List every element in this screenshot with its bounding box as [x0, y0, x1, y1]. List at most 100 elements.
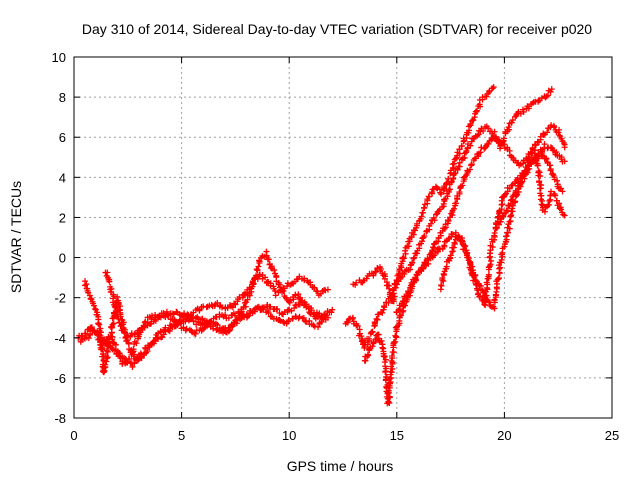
data-point: [466, 166, 473, 173]
data-point: [241, 299, 248, 306]
data-point: [561, 212, 568, 219]
data-point: [379, 344, 386, 351]
data-point: [344, 319, 351, 326]
data-point: [382, 377, 389, 384]
data-point: [234, 317, 241, 324]
data-point: [506, 185, 513, 192]
data-point: [182, 318, 189, 325]
data-point: [559, 188, 566, 195]
y-tick-label: 10: [52, 50, 66, 65]
data-point: [420, 209, 427, 216]
data-point: [467, 122, 474, 129]
data-point: [490, 303, 497, 310]
data-point: [365, 335, 372, 342]
data-point: [553, 149, 560, 156]
data-point: [544, 129, 551, 136]
data-point: [148, 312, 155, 319]
data-point: [506, 218, 513, 225]
data-point: [400, 254, 407, 261]
data-point: [364, 351, 371, 358]
data-point: [520, 108, 527, 115]
data-point: [400, 255, 407, 262]
data-point: [500, 135, 507, 142]
data-point: [450, 244, 457, 251]
data-point: [490, 84, 497, 91]
data-point: [100, 368, 107, 375]
data-point: [539, 152, 546, 159]
data-point: [256, 258, 263, 265]
data-point: [543, 93, 550, 100]
data-point: [489, 244, 496, 251]
data-point: [456, 159, 463, 166]
data-point: [552, 192, 559, 199]
data-point: [512, 198, 519, 205]
y-tick-label: -4: [54, 331, 66, 346]
data-point: [438, 191, 445, 198]
data-point: [265, 256, 272, 263]
data-point: [113, 303, 120, 310]
data-point: [373, 268, 380, 275]
data-point: [142, 345, 149, 352]
data-point: [284, 283, 291, 290]
data-point: [480, 127, 487, 134]
data-point: [414, 271, 421, 278]
y-tick-label: 0: [59, 251, 66, 266]
data-point: [382, 368, 389, 375]
data-point: [543, 155, 550, 162]
data-point: [486, 271, 493, 278]
data-point: [386, 285, 393, 292]
data-point: [322, 311, 329, 318]
data-point: [272, 292, 279, 299]
data-point: [450, 160, 457, 167]
data-point: [369, 328, 376, 335]
series-9: [492, 147, 568, 231]
data-point: [489, 85, 496, 92]
data-point: [125, 340, 132, 347]
data-point: [208, 302, 215, 309]
data-point: [274, 306, 281, 313]
data-point: [276, 316, 283, 323]
data-point: [314, 314, 321, 321]
data-point: [174, 321, 181, 328]
data-point: [307, 310, 314, 317]
data-point: [561, 144, 568, 151]
data-point: [458, 142, 465, 149]
data-point: [409, 281, 416, 288]
data-point: [311, 284, 318, 291]
data-point: [465, 255, 472, 262]
data-point: [114, 308, 121, 315]
data-point: [469, 272, 476, 279]
data-point: [96, 321, 103, 328]
data-point: [491, 229, 498, 236]
data-point: [82, 282, 89, 289]
data-point: [379, 309, 386, 316]
data-point: [485, 125, 492, 132]
data-point: [314, 288, 321, 295]
data-point: [291, 305, 298, 312]
x-tick-label: 20: [497, 428, 511, 443]
data-point: [378, 337, 385, 344]
data-point: [305, 305, 312, 312]
x-tick-label: 10: [282, 428, 296, 443]
data-point: [467, 142, 474, 149]
data-point: [451, 170, 458, 177]
data-point: [495, 221, 502, 228]
data-point: [468, 161, 475, 168]
data-point: [86, 292, 93, 299]
data-point: [451, 240, 458, 247]
data-point: [141, 350, 148, 357]
data-point: [428, 189, 435, 196]
data-point: [144, 319, 151, 326]
data-point: [303, 319, 310, 326]
data-point: [392, 332, 399, 339]
data-point: [288, 307, 295, 314]
data-point: [386, 394, 393, 401]
data-point: [165, 312, 172, 319]
data-point: [451, 205, 458, 212]
data-point: [446, 187, 453, 194]
data-point: [491, 128, 498, 135]
data-point: [558, 206, 565, 213]
data-point: [472, 280, 479, 287]
data-point: [454, 166, 461, 173]
data-point: [401, 271, 408, 278]
